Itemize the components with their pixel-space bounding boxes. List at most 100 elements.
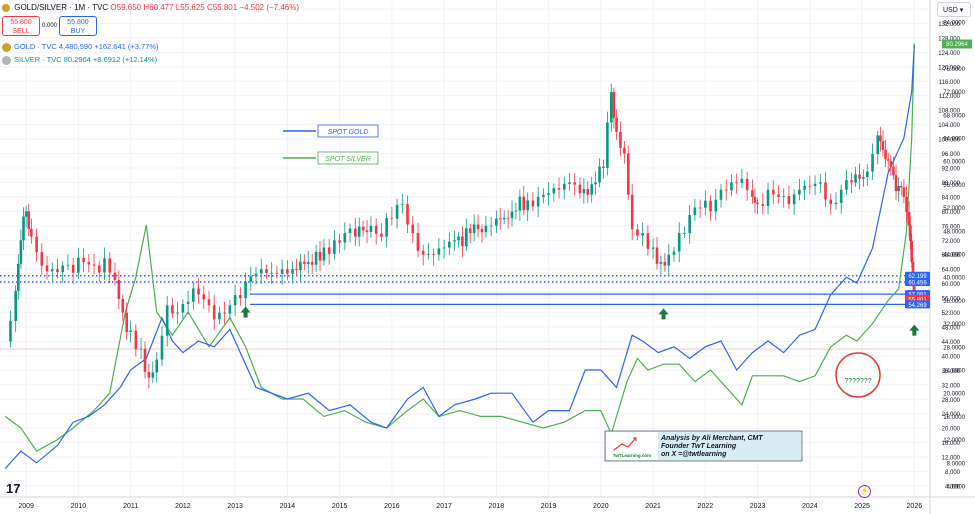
candle: [586, 181, 590, 203]
x-tick-label: 2020: [593, 503, 609, 510]
candle: [578, 177, 582, 199]
candle-body: [338, 240, 341, 243]
candle: [902, 179, 906, 204]
candle-body: [735, 182, 738, 184]
buy-button[interactable]: 55.800 BUY: [59, 16, 97, 36]
y2-tick-label: 8.0000: [947, 461, 966, 467]
candle-body: [619, 131, 622, 148]
candle: [771, 180, 775, 205]
y2-tick-label: 16.0000: [943, 415, 965, 421]
currency-label: USD: [943, 7, 958, 14]
y2-tick-label: 36.0000: [943, 299, 965, 305]
candle-body: [92, 264, 96, 266]
candle: [777, 185, 780, 204]
candle-body: [518, 196, 522, 211]
candle-body: [777, 194, 780, 197]
candle: [651, 238, 655, 259]
gold-path: [4, 45, 915, 470]
candle-body: [143, 348, 147, 372]
currency-select[interactable]: USD ▾: [937, 2, 971, 17]
candle-body: [630, 194, 634, 230]
candle-body: [787, 196, 791, 205]
y-tick-label: 12.000: [942, 456, 961, 462]
candle-body: [218, 312, 221, 320]
candle-body: [16, 263, 20, 291]
series-legend-boxes: SPOT GOLD SPOT SILVER: [283, 124, 379, 165]
candle: [249, 266, 253, 291]
candle: [113, 262, 117, 286]
candle-body: [714, 199, 718, 212]
candle: [35, 228, 38, 262]
candle: [792, 189, 796, 215]
candle-body: [421, 250, 425, 255]
candle-body: [165, 305, 169, 336]
candle-body: [498, 218, 502, 220]
price-tag: [905, 300, 930, 309]
candle: [401, 194, 404, 214]
candle-body: [740, 178, 744, 183]
candle-body: [295, 269, 298, 271]
symbol-title[interactable]: GOLD/SILVER · 1M · TVC: [14, 3, 109, 12]
candle-body: [303, 261, 306, 265]
x-tick-label: 2025: [854, 503, 870, 510]
candle: [704, 190, 707, 216]
question-callout: ???????: [835, 352, 881, 398]
candle: [416, 222, 420, 258]
sell-button[interactable]: 55.800 SELL: [2, 16, 40, 36]
candle: [223, 301, 226, 325]
candle-body: [562, 183, 566, 190]
candle-body: [719, 189, 723, 200]
candle: [854, 166, 857, 187]
candle-body: [385, 217, 388, 237]
candle: [77, 248, 80, 279]
credit-logo-text: TwTLearning.com: [613, 453, 651, 458]
x-tick-label: 2015: [332, 503, 348, 510]
candle: [862, 169, 865, 187]
candle: [202, 285, 206, 309]
tradingview-logo[interactable]: 17: [6, 481, 21, 496]
credit-line: Analysis by Ali Merchant, CMT: [660, 435, 763, 442]
candle-body: [71, 264, 75, 273]
credit-line: Founder TwT Learning: [661, 443, 737, 450]
legend-gold[interactable]: GOLD · TVC 4,480.590 +162.641 (+3.77%): [2, 42, 159, 52]
legend-silver[interactable]: SILVER · TVC 80.2964 +8.6912 (+12.14%): [2, 55, 157, 65]
candle-body: [380, 233, 383, 237]
candle-body: [40, 252, 44, 266]
candle-body: [798, 189, 801, 195]
y-tick-label: 108.000: [938, 109, 960, 115]
y-tick-label: 112.000: [939, 94, 961, 100]
candle-body: [353, 228, 357, 237]
candle-body: [239, 295, 242, 299]
candle-body: [839, 189, 843, 203]
candle-body: [457, 236, 460, 241]
candle-body: [448, 241, 451, 248]
x-tick-label: 2023: [750, 503, 766, 510]
candle-body: [672, 251, 676, 255]
candle-body: [233, 295, 237, 306]
candle: [448, 232, 451, 256]
legend-box: [317, 124, 379, 138]
candle-body: [103, 258, 106, 273]
candle: [61, 261, 64, 283]
lightning-icon[interactable]: ⚡: [858, 485, 871, 498]
sell-price: 55.800: [10, 19, 32, 26]
candle-body: [761, 204, 765, 207]
candle: [280, 259, 284, 285]
candle: [834, 192, 838, 210]
candle-body: [453, 240, 456, 242]
candle-body: [547, 193, 550, 195]
candle: [353, 218, 357, 246]
candle-body: [369, 225, 373, 233]
y-tick-label: 28.000: [942, 398, 961, 404]
candle: [753, 188, 757, 214]
price-tag: [905, 271, 930, 280]
candle-body: [442, 247, 446, 249]
candle-body: [97, 265, 101, 273]
candle-body: [818, 182, 822, 184]
candle-body: [22, 216, 25, 241]
candle: [552, 183, 556, 202]
candle-body: [502, 217, 506, 220]
candle: [45, 255, 49, 280]
candle: [27, 203, 31, 237]
